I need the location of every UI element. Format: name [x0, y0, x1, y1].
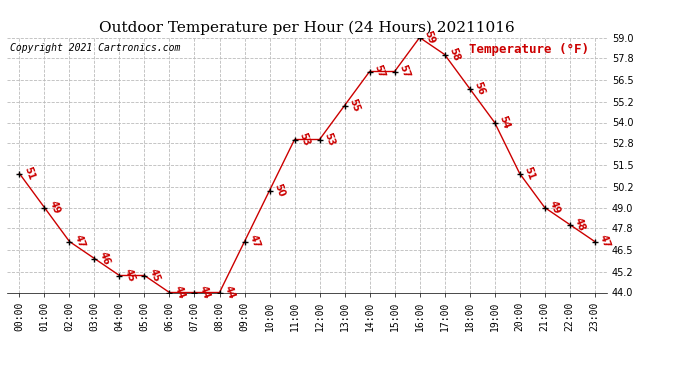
Text: 53: 53	[322, 132, 337, 147]
Text: 49: 49	[548, 200, 562, 216]
Text: 48: 48	[573, 216, 586, 232]
Text: 45: 45	[148, 267, 161, 284]
Text: 47: 47	[598, 234, 612, 249]
Text: 54: 54	[497, 114, 512, 130]
Text: 59: 59	[422, 30, 437, 45]
Text: 47: 47	[72, 234, 86, 249]
Text: 45: 45	[122, 267, 137, 284]
Text: 57: 57	[373, 63, 386, 80]
Text: Copyright 2021 Cartronics.com: Copyright 2021 Cartronics.com	[10, 43, 180, 52]
Text: 44: 44	[222, 285, 237, 300]
Text: 50: 50	[273, 183, 286, 198]
Text: 44: 44	[197, 285, 212, 300]
Text: 58: 58	[448, 46, 462, 63]
Text: 51: 51	[22, 165, 37, 182]
Text: 53: 53	[297, 132, 312, 147]
Text: 44: 44	[172, 285, 186, 300]
Text: 51: 51	[522, 165, 537, 182]
Text: 56: 56	[473, 81, 486, 96]
Title: Outdoor Temperature per Hour (24 Hours) 20211016: Outdoor Temperature per Hour (24 Hours) …	[99, 21, 515, 35]
Text: 47: 47	[248, 234, 262, 249]
Text: 49: 49	[48, 200, 61, 216]
Text: Temperature (°F): Temperature (°F)	[469, 43, 589, 56]
Text: 46: 46	[97, 251, 112, 267]
Text: 57: 57	[397, 63, 412, 80]
Text: 55: 55	[348, 98, 362, 114]
